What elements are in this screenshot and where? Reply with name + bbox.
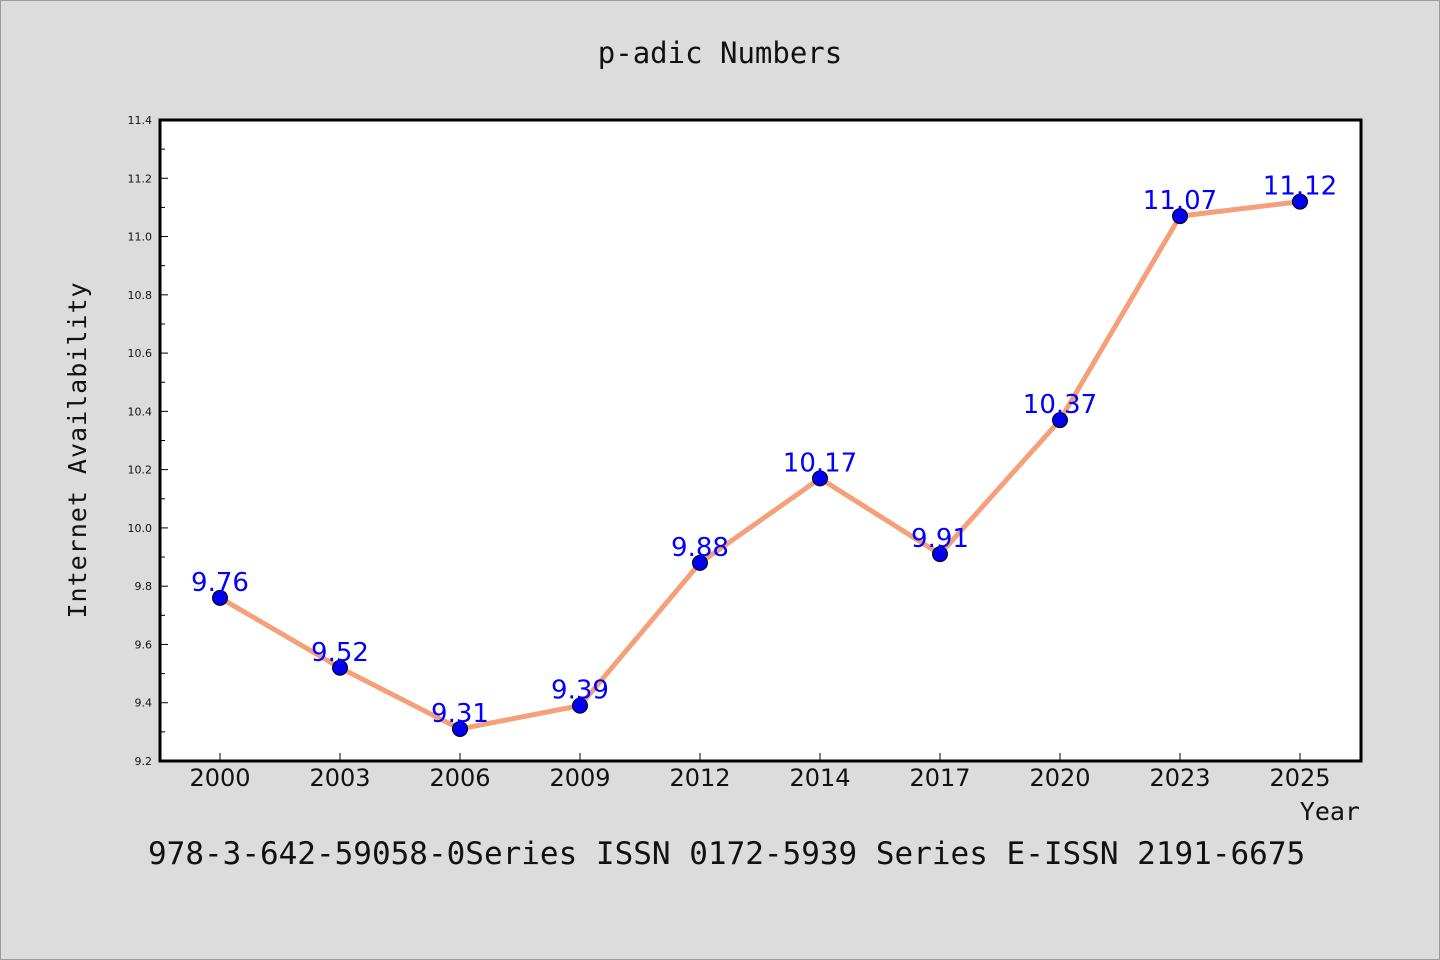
data-labels-group: 9.76 9.52 9.31 9.39 9.88 10.17 9.91 10.37 11.07 1… bbox=[191, 172, 1337, 729]
plot-area bbox=[160, 120, 1361, 761]
x-tick-label: 2003 bbox=[309, 764, 370, 792]
data-label: 10.37 bbox=[1023, 390, 1097, 420]
data-point bbox=[452, 720, 468, 737]
x-tick-label: 2014 bbox=[789, 764, 850, 792]
footer-isbn-issn: 978-3-642-59058-0Series ISSN 0172-5939 S… bbox=[148, 836, 1305, 872]
y-tick-label: 9.6 bbox=[135, 638, 153, 651]
data-label: 11.12 bbox=[1263, 172, 1337, 202]
x-tick-label: 2023 bbox=[1149, 764, 1210, 792]
y-tick-label: 9.2 bbox=[135, 755, 153, 768]
series-group bbox=[212, 193, 1308, 737]
x-tick-label: 2006 bbox=[429, 764, 490, 792]
data-label: 9.91 bbox=[911, 524, 969, 554]
y-tick-label: 9.4 bbox=[135, 697, 153, 710]
x-tick-label: 2009 bbox=[549, 764, 610, 792]
x-axis-label: Year bbox=[1300, 797, 1360, 826]
data-point bbox=[1292, 193, 1308, 210]
y-tick-label: 11.4 bbox=[128, 114, 153, 127]
y-tick-label: 9.8 bbox=[135, 580, 153, 593]
x-tick-label: 2000 bbox=[189, 764, 250, 792]
y-tick-label: 10.8 bbox=[128, 289, 153, 302]
data-point bbox=[1172, 208, 1188, 225]
data-label: 9.31 bbox=[431, 699, 489, 729]
x-tick-label: 2012 bbox=[669, 764, 730, 792]
data-point bbox=[692, 554, 708, 571]
series-line bbox=[217, 199, 1303, 732]
y-axis-ticks: 9.2 9.4 9.6 9.8 10.0 10.2 10.4 10.6 10.8 11.0 11.2… bbox=[128, 114, 168, 768]
chart-title: p-adic Numbers bbox=[598, 36, 842, 70]
x-tick-label: 2025 bbox=[1269, 764, 1330, 792]
x-axis-ticks: 2000 2003 2006 2009 2012 2014 2017 2020 2023 2025 bbox=[189, 753, 1331, 792]
data-point bbox=[332, 659, 348, 676]
y-tick-label: 11.2 bbox=[128, 172, 153, 185]
data-label: 9.88 bbox=[671, 533, 729, 563]
y-tick-label: 10.0 bbox=[128, 522, 153, 535]
data-point bbox=[1052, 412, 1068, 429]
data-label: 9.52 bbox=[311, 638, 369, 668]
data-label: 9.76 bbox=[191, 568, 249, 598]
plot-border bbox=[158, 118, 1363, 763]
y-tick-label: 11.0 bbox=[128, 231, 153, 244]
data-label: 10.17 bbox=[783, 448, 857, 478]
x-tick-label: 2020 bbox=[1029, 764, 1090, 792]
data-point bbox=[812, 470, 828, 487]
y-tick-label: 10.4 bbox=[128, 405, 153, 418]
x-tick-label: 2017 bbox=[909, 764, 970, 792]
y-tick-label: 10.6 bbox=[128, 347, 153, 360]
data-point bbox=[212, 589, 228, 606]
data-point bbox=[572, 697, 588, 714]
y-tick-label: 10.2 bbox=[128, 464, 153, 477]
data-point bbox=[932, 546, 948, 563]
data-label: 9.39 bbox=[551, 676, 609, 706]
y-axis-label: Internet Availability bbox=[63, 281, 92, 618]
data-label: 11.07 bbox=[1143, 186, 1217, 216]
